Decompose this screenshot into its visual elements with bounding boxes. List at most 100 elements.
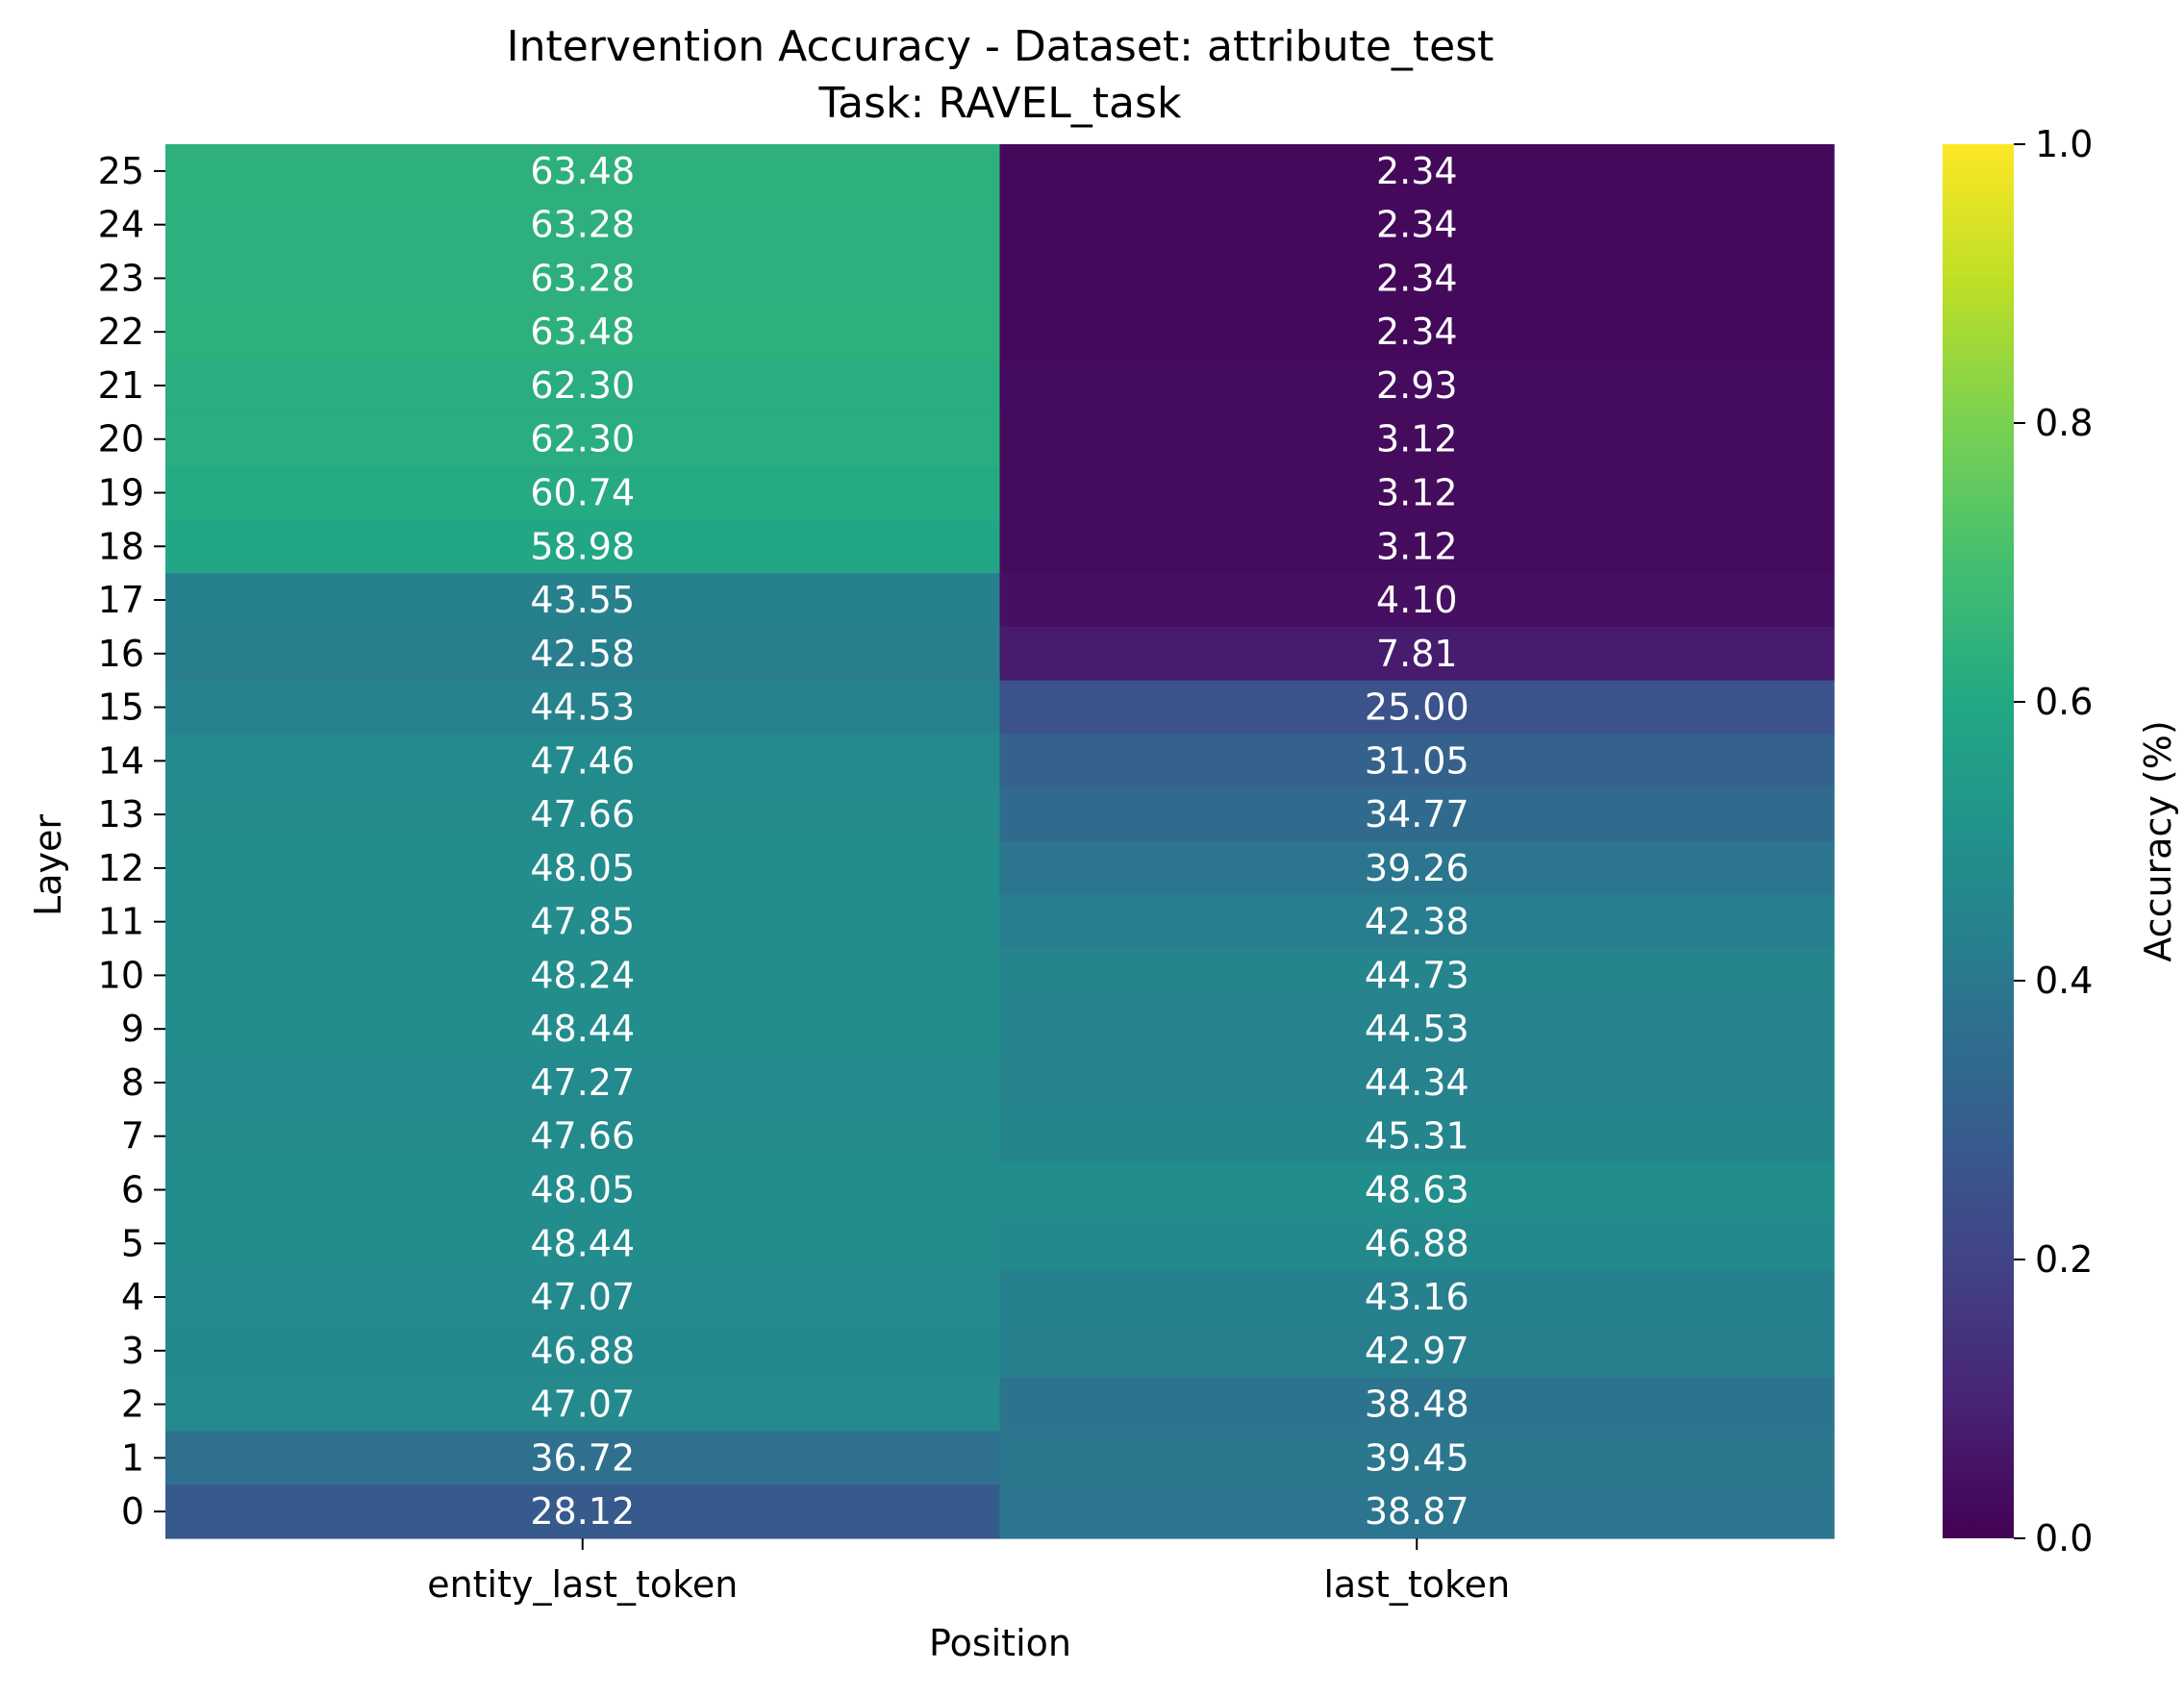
heatmap-cell <box>165 305 1001 360</box>
cell-value-label: 47.46 <box>530 739 635 782</box>
colorbar-tick-label: 0.4 <box>2035 960 2093 1002</box>
cell-value-label: 39.26 <box>1365 847 1469 889</box>
heatmap-cell <box>165 359 1001 413</box>
x-tick-label: last_token <box>1323 1563 1510 1606</box>
colorbar-label: Accuracy (%) <box>2137 720 2179 961</box>
y-tick-label: 20 <box>98 418 144 461</box>
heatmap-cell <box>165 197 1001 253</box>
cell-value-label: 62.30 <box>530 364 635 407</box>
y-tick-label: 9 <box>121 1008 144 1050</box>
cell-value-label: 42.58 <box>530 633 635 675</box>
heatmap-cell <box>999 412 1835 467</box>
heatmap-cell <box>165 251 1001 306</box>
x-tick-label: entity_last_token <box>427 1563 738 1606</box>
heatmap-cell <box>999 1431 1835 1485</box>
y-tick-label: 6 <box>121 1169 144 1211</box>
heatmap-cell <box>999 359 1835 413</box>
cell-value-label: 36.72 <box>530 1436 635 1479</box>
cell-value-label: 48.05 <box>530 847 635 889</box>
cell-value-label: 43.16 <box>1365 1276 1469 1318</box>
y-tick-label: 12 <box>98 847 144 889</box>
cell-value-label: 63.48 <box>530 311 635 353</box>
heatmap-cell <box>999 465 1835 520</box>
heatmap-cell <box>165 1323 1001 1379</box>
heatmap-cell <box>165 412 1001 467</box>
cell-value-label: 46.88 <box>1365 1222 1469 1264</box>
chart-title: Intervention Accuracy - Dataset: attribu… <box>507 22 1494 71</box>
heatmap-cell <box>999 1109 1835 1164</box>
cell-value-label: 38.48 <box>1365 1384 1469 1426</box>
cell-value-label: 62.30 <box>530 418 635 461</box>
cell-value-label: 42.97 <box>1365 1330 1469 1372</box>
cell-value-label: 38.87 <box>1365 1490 1469 1533</box>
cell-value-label: 60.74 <box>530 472 635 514</box>
heatmap-cell <box>165 144 1001 199</box>
cell-value-label: 47.66 <box>530 793 635 836</box>
cell-value-label: 48.05 <box>530 1169 635 1211</box>
y-tick-label: 21 <box>98 364 144 407</box>
heatmap-cell <box>999 1323 1835 1379</box>
y-tick-label: 22 <box>98 311 144 353</box>
heatmap-cell <box>165 573 1001 628</box>
heatmap-cell <box>999 841 1835 896</box>
heatmap-cell <box>999 787 1835 842</box>
heatmap-cell <box>999 894 1835 950</box>
heatmap-cell <box>165 841 1001 896</box>
y-tick-label: 15 <box>98 686 144 729</box>
heatmap-cell <box>165 1056 1001 1110</box>
heatmap-cell <box>999 1484 1835 1539</box>
y-axis-label: Layer <box>27 814 69 916</box>
cell-value-label: 47.27 <box>530 1061 635 1104</box>
cell-value-label: 3.12 <box>1376 418 1458 461</box>
heatmap-cell <box>165 680 1001 736</box>
y-tick-label: 14 <box>98 739 144 782</box>
heatmap-cell <box>999 1216 1835 1271</box>
cell-value-label: 45.31 <box>1365 1115 1469 1158</box>
cell-value-label: 44.73 <box>1365 954 1469 996</box>
colorbar-tick-label: 0.2 <box>2035 1238 2093 1281</box>
y-tick-label: 1 <box>121 1436 144 1479</box>
cell-value-label: 44.53 <box>530 686 635 729</box>
heatmap-cell <box>165 734 1001 788</box>
heatmap-cell <box>165 1002 1001 1057</box>
y-tick-label: 24 <box>98 204 144 246</box>
cell-value-label: 4.10 <box>1376 579 1458 621</box>
cell-value-label: 63.28 <box>530 204 635 246</box>
y-tick-label: 0 <box>121 1490 144 1533</box>
cell-value-label: 44.34 <box>1365 1061 1469 1104</box>
heatmap-cell <box>999 680 1835 736</box>
cell-value-label: 46.88 <box>530 1330 635 1372</box>
heatmap-cell <box>165 1109 1001 1164</box>
y-tick-label: 17 <box>98 579 144 621</box>
colorbar-tick-label: 0.8 <box>2035 402 2093 444</box>
heatmap-cell <box>165 1162 1001 1217</box>
colorbar <box>1943 144 2014 1538</box>
y-tick-label: 8 <box>121 1061 144 1104</box>
y-tick-label: 4 <box>121 1276 144 1318</box>
heatmap-cell <box>999 1056 1835 1110</box>
cell-value-label: 2.34 <box>1376 150 1458 192</box>
y-tick-label: 16 <box>98 633 144 675</box>
heatmap-cell <box>165 787 1001 842</box>
cell-value-label: 25.00 <box>1365 686 1469 729</box>
heatmap-cell <box>999 305 1835 360</box>
heatmap-cell <box>165 894 1001 950</box>
cell-value-label: 39.45 <box>1365 1436 1469 1479</box>
cell-value-label: 2.34 <box>1376 311 1458 353</box>
y-tick-label: 25 <box>98 150 144 192</box>
y-axis: 2524232221201918171615141312111098765432… <box>98 150 165 1533</box>
y-tick-label: 10 <box>98 954 144 996</box>
y-tick-label: 7 <box>121 1115 144 1158</box>
y-tick-label: 5 <box>121 1222 144 1264</box>
cell-value-label: 48.44 <box>530 1008 635 1050</box>
heatmap-cell-labels: 63.48 2.34 63.28 2.34 63.28 2.34 63.48 2.34 62.3… <box>530 150 1469 1533</box>
heatmap-cell <box>999 1002 1835 1057</box>
cell-value-label: 47.07 <box>530 1384 635 1426</box>
heatmap-cell <box>165 1484 1001 1539</box>
heatmap-cell <box>165 948 1001 1003</box>
cell-value-label: 48.44 <box>530 1222 635 1264</box>
heatmap-cell <box>999 1270 1835 1325</box>
heatmap-cell <box>999 626 1835 682</box>
y-tick-label: 19 <box>98 472 144 514</box>
